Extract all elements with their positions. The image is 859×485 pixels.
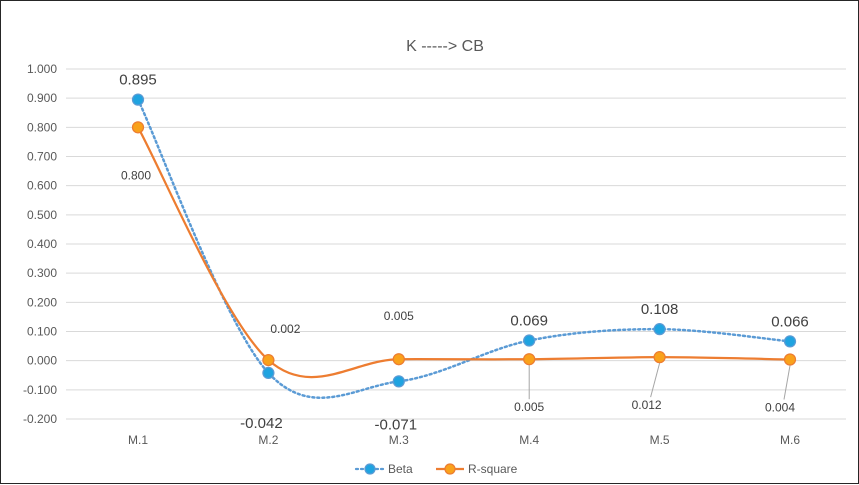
- x-tick-label: M.5: [650, 433, 670, 447]
- y-axis-ticks: 1.000 0.900 0.800 0.700 0.600 0.500 0.400 0.300…: [23, 62, 57, 426]
- legend-swatch-marker: [444, 463, 456, 475]
- data-points: [131, 93, 797, 388]
- data-point-beta: [392, 375, 405, 388]
- data-point-beta: [653, 323, 666, 336]
- data-label-beta: 0.895: [119, 72, 157, 89]
- data-point-beta: [523, 334, 536, 347]
- gridlines: [66, 68, 846, 420]
- y-tick-label: 0.900: [27, 91, 57, 105]
- y-tick-label: 1.000: [27, 62, 57, 76]
- x-tick-label: M.6: [780, 433, 800, 447]
- data-label-beta: 0.108: [641, 301, 679, 318]
- data-point-r-square: [262, 353, 275, 367]
- data-labels: 0.895 -0.042 -0.071 0.069 0.108 0.066 0.800 0.0…: [119, 72, 809, 434]
- x-tick-label: M.1: [128, 433, 148, 447]
- data-point-beta: [783, 335, 797, 348]
- x-tick-label: M.2: [258, 433, 278, 447]
- data-label-beta: 0.069: [510, 313, 548, 330]
- series-line-r-square: [137, 126, 791, 379]
- x-tick-label: M.4: [519, 433, 539, 447]
- legend: Beta R-square: [354, 462, 518, 476]
- data-label-beta: -0.071: [375, 416, 418, 433]
- data-label-r-square: 0.012: [632, 398, 662, 412]
- data-point-r-square: [653, 351, 666, 364]
- chart-title: K -----> CB: [406, 38, 484, 55]
- data-label-leaders: [528, 363, 791, 400]
- data-label-beta: 0.066: [771, 313, 809, 330]
- data-label-r-square: 0.800: [121, 168, 151, 182]
- leader-line: [783, 365, 791, 400]
- y-tick-label: 0.600: [27, 179, 57, 193]
- data-label-r-square: 0.005: [514, 400, 544, 414]
- data-label-r-square: 0.005: [384, 309, 414, 323]
- data-point-r-square: [131, 121, 145, 134]
- series-line-beta: [136, 98, 792, 399]
- y-tick-label: 0.700: [27, 150, 57, 164]
- legend-label: Beta: [388, 462, 413, 476]
- data-label-r-square: 0.004: [765, 401, 795, 415]
- legend-swatch-marker: [364, 463, 376, 475]
- series-lines: [136, 98, 792, 399]
- data-point-r-square: [783, 353, 797, 366]
- legend-label: R-square: [468, 462, 518, 476]
- data-point-beta: [262, 366, 275, 380]
- y-tick-label: -0.200: [23, 412, 57, 426]
- y-tick-label: 0.100: [27, 325, 57, 339]
- x-tick-label: M.3: [389, 433, 409, 447]
- data-point-beta: [131, 93, 145, 106]
- data-point-r-square: [523, 353, 536, 366]
- y-tick-label: 0.400: [27, 237, 57, 251]
- y-tick-label: 0.300: [27, 266, 57, 280]
- x-axis-ticks: M.1 M.2 M.3 M.4 M.5 M.6: [128, 433, 800, 447]
- leader-line: [650, 363, 661, 398]
- y-tick-label: 0.000: [27, 354, 57, 368]
- data-label-beta: -0.042: [240, 415, 283, 432]
- y-tick-label: 0.800: [27, 120, 57, 134]
- data-label-r-square: 0.002: [270, 322, 300, 336]
- y-tick-label: 0.500: [27, 208, 57, 222]
- y-tick-label: 0.200: [27, 295, 57, 309]
- data-point-r-square: [392, 353, 405, 366]
- y-tick-label: -0.100: [23, 383, 57, 397]
